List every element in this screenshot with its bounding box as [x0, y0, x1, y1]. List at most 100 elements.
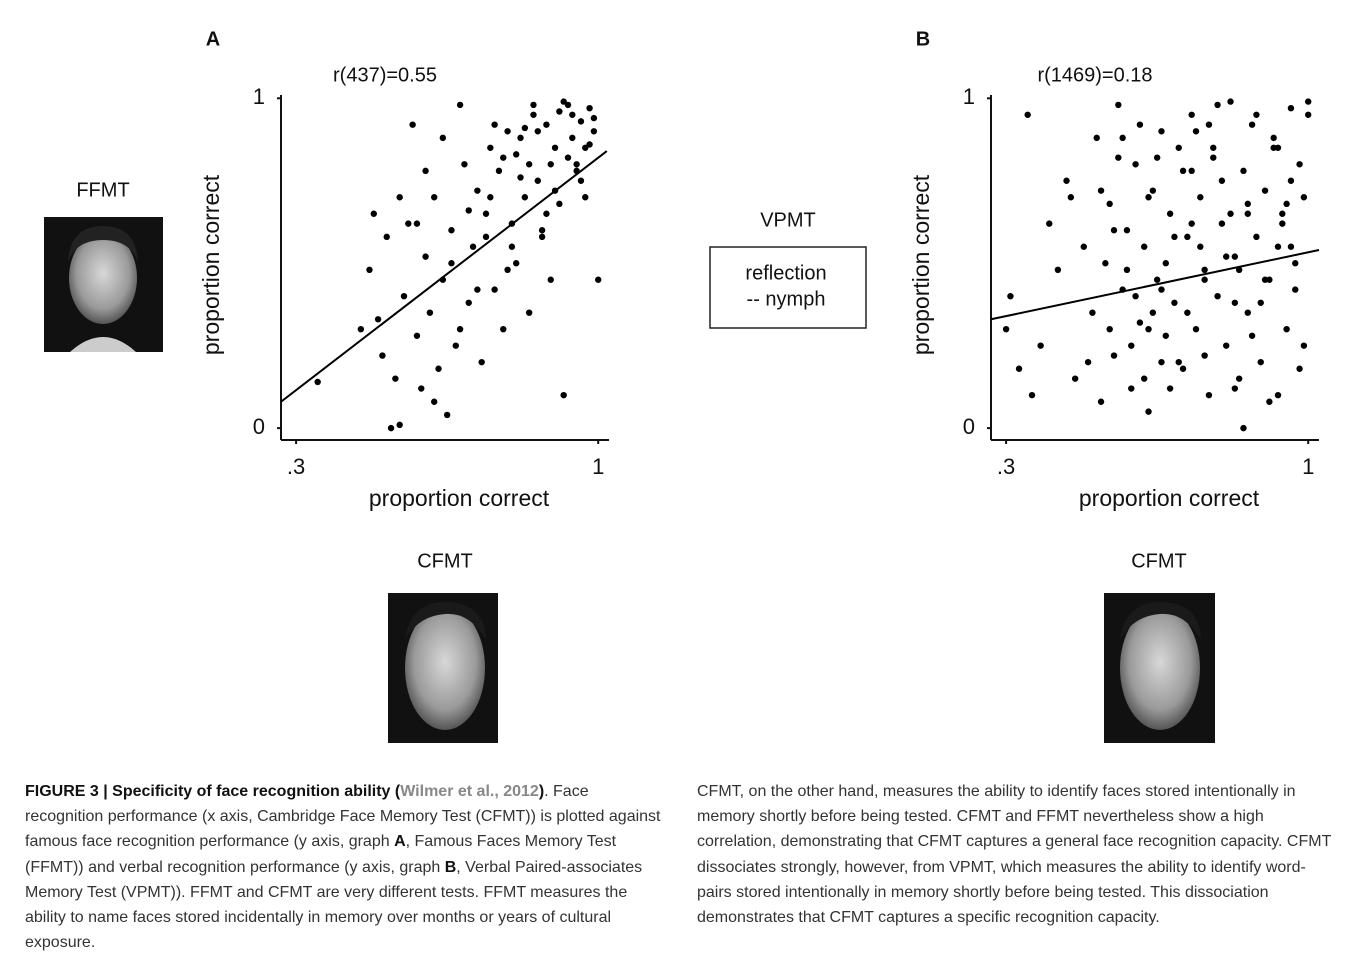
data-point: [1292, 286, 1299, 293]
data-point: [590, 114, 598, 122]
data-point: [443, 411, 451, 419]
annotation: r(437)=0.55: [333, 64, 437, 86]
data-point: [1248, 121, 1256, 128]
data-point: [1106, 325, 1113, 333]
data-point: [1184, 233, 1191, 241]
y-axis-label: proportion correct: [908, 174, 934, 355]
data-point: [1166, 385, 1174, 392]
data-point: [1210, 144, 1217, 151]
data-point: [1300, 342, 1308, 349]
data-point: [560, 98, 567, 105]
data-point: [465, 207, 472, 214]
data-point: [1274, 144, 1282, 151]
panel-label: A: [206, 28, 220, 50]
data-point: [1132, 292, 1139, 300]
data-point: [517, 134, 524, 142]
data-point: [547, 276, 554, 283]
data-point: [1015, 365, 1023, 372]
data-point: [1115, 101, 1122, 109]
data-point: [465, 299, 472, 306]
y-tick-label: 0: [253, 414, 265, 439]
data-point: [556, 108, 563, 115]
data-point: [452, 342, 459, 349]
data-point: [577, 177, 585, 184]
data-point: [582, 144, 589, 151]
data-point: [1123, 227, 1131, 234]
data-point: [370, 210, 377, 217]
data-point: [1097, 398, 1105, 405]
data-point: [1046, 220, 1053, 227]
face-image: [1104, 593, 1215, 743]
data-point: [357, 325, 365, 333]
data-point: [1002, 325, 1010, 333]
test-label: CFMT: [417, 550, 473, 572]
y-tick-label: 0: [963, 414, 975, 439]
data-point: [1132, 161, 1139, 168]
data-point: [413, 332, 421, 339]
data-point: [1274, 391, 1282, 399]
data-point: [439, 134, 447, 142]
data-point: [1179, 365, 1187, 372]
data-point: [426, 309, 434, 316]
data-point: [1110, 352, 1118, 359]
face-image: [44, 217, 163, 352]
data-point: [1080, 243, 1087, 250]
data-point: [530, 101, 537, 109]
data-point: [422, 167, 429, 175]
data-point: [500, 154, 507, 161]
data-point: [383, 233, 390, 241]
data-point: [392, 375, 399, 382]
data-point: [1253, 111, 1260, 118]
data-point: [1244, 210, 1251, 217]
data-point: [461, 161, 468, 168]
data-point: [1227, 210, 1234, 217]
data-point: [1007, 292, 1014, 300]
data-point: [564, 101, 572, 109]
data-point: [1192, 325, 1200, 333]
data-point: [1184, 309, 1191, 316]
data-point: [1175, 144, 1182, 151]
data-point: [508, 243, 516, 250]
annotation: r(1469)=0.18: [1037, 64, 1152, 86]
caption-text: , Famous Faces Memory Test (FFMT)) and v…: [25, 833, 617, 876]
data-point: [314, 378, 321, 386]
caption-left: FIGURE 3 | Specificity of face recogniti…: [25, 779, 665, 955]
data-point: [456, 101, 464, 109]
data-point: [491, 121, 498, 128]
data-point: [1287, 243, 1295, 250]
data-point: [482, 210, 490, 217]
data-point: [1136, 319, 1144, 326]
data-point: [1067, 194, 1075, 201]
data-point: [1141, 375, 1148, 382]
data-point: [431, 398, 438, 405]
data-point: [1179, 167, 1187, 175]
citation[interactable]: Wilmer et al., 2012: [400, 783, 539, 800]
test-label: VPMT: [760, 209, 816, 231]
data-point: [396, 194, 403, 201]
data-point: [1145, 194, 1152, 201]
data-point: [547, 161, 554, 168]
panel-label: B: [916, 28, 930, 50]
data-point: [1231, 299, 1239, 306]
data-point: [1158, 128, 1165, 135]
data-point: [487, 194, 494, 201]
test-label: FFMT: [76, 179, 129, 201]
data-point: [1153, 276, 1161, 283]
data-point: [482, 233, 490, 241]
data-point: [1205, 391, 1213, 399]
data-point: [405, 220, 412, 227]
data-point: [1054, 266, 1062, 274]
data-point: [1292, 260, 1299, 267]
data-point: [1240, 424, 1247, 432]
data-point: [569, 111, 576, 118]
data-point: [1106, 200, 1113, 208]
figure: FFMT VPMT reflection -- nymph CFMT CFMT …: [44, 28, 1320, 743]
data-point: [1261, 187, 1269, 194]
data-point: [1071, 375, 1079, 382]
data-point: [456, 325, 464, 333]
data-point: [366, 266, 373, 274]
y-axis-label: proportion correct: [198, 174, 224, 355]
data-point: [1089, 309, 1096, 316]
data-point: [573, 161, 580, 168]
data-point: [586, 104, 593, 112]
